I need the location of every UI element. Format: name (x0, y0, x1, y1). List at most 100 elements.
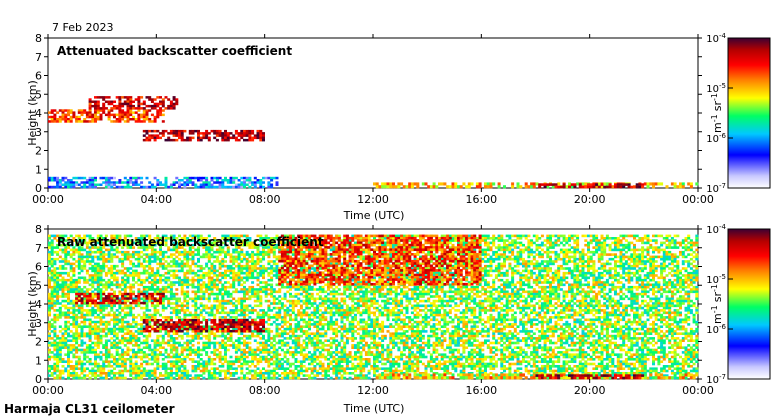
heatmap-cell (140, 243, 144, 247)
heatmap-cell (48, 271, 51, 275)
heatmap-cell (291, 234, 295, 238)
heatmap-cell (107, 185, 111, 189)
heatmap-cell (107, 253, 111, 256)
heatmap-cell (172, 365, 176, 368)
heatmap-cell (218, 369, 222, 373)
heatmap-cell (167, 318, 171, 322)
heatmap-cell (308, 358, 311, 361)
heatmap-cell (169, 107, 173, 110)
heatmap-cell (280, 330, 284, 333)
heatmap-cell (69, 179, 73, 182)
heatmap-cell (237, 243, 241, 247)
heatmap-cell (118, 98, 122, 101)
heatmap-cell (297, 365, 301, 368)
heatmap-cell (264, 372, 268, 375)
heatmap-cell (207, 285, 211, 289)
heatmap-cell (251, 257, 255, 261)
heatmap-cell (237, 302, 241, 305)
heatmap-cell (118, 313, 122, 317)
heatmap-cell (229, 260, 233, 263)
heatmap-cell (221, 332, 225, 335)
heatmap-cell (80, 306, 84, 310)
heatmap-cell (48, 367, 51, 370)
heatmap-cell (121, 372, 125, 375)
heatmap-cell (232, 346, 236, 349)
heatmap-cell (202, 243, 206, 247)
heatmap-cell (213, 316, 217, 319)
heatmap-cell (134, 367, 138, 370)
heatmap-cell (297, 327, 301, 331)
heatmap-cell (245, 243, 249, 247)
heatmap-cell (240, 288, 244, 291)
heatmap-cell (248, 288, 252, 291)
heatmap-cell (191, 376, 195, 380)
heatmap-cell (113, 318, 116, 322)
heatmap-cell (243, 334, 246, 338)
heatmap-cell (226, 299, 230, 303)
heatmap-cell (61, 239, 65, 242)
heatmap-cell (115, 351, 119, 354)
heatmap-cell (183, 181, 187, 184)
heatmap-cell (289, 365, 292, 368)
heatmap-cell (140, 283, 144, 287)
heatmap-cell (191, 358, 195, 361)
heatmap-cell (88, 179, 92, 182)
heatmap-cell (148, 353, 152, 356)
heatmap-cell (64, 327, 68, 331)
heatmap-cell (256, 313, 260, 317)
heatmap-cell (115, 313, 119, 317)
heatmap-cell (96, 107, 100, 110)
heatmap-cell (237, 269, 241, 273)
heatmap-cell (267, 318, 271, 322)
heatmap-cell (102, 334, 106, 338)
heatmap-cell (77, 285, 81, 289)
heatmap-cell (305, 248, 309, 252)
heatmap-cell (256, 253, 260, 256)
heatmap-cell (232, 341, 236, 345)
heatmap-cell (183, 299, 187, 303)
heatmap-cell (186, 183, 190, 186)
heatmap-cell (221, 248, 225, 252)
heatmap-cell (291, 241, 295, 245)
heatmap-cell (305, 306, 309, 310)
heatmap-cell (299, 348, 303, 352)
heatmap-cell (161, 253, 165, 256)
heatmap-cell (251, 290, 255, 294)
heatmap-cell (291, 318, 295, 322)
heatmap-cell (80, 176, 84, 180)
heatmap-cell (50, 341, 54, 345)
heatmap-cell (69, 269, 73, 273)
heatmap-cell (245, 367, 249, 370)
heatmap-cell (297, 313, 301, 317)
heatmap-cell (492, 182, 496, 186)
heatmap-cell (188, 234, 192, 238)
heatmap-cell (64, 316, 68, 319)
heatmap-cell (272, 316, 276, 319)
heatmap-cell (248, 360, 252, 363)
heatmap-cell (283, 313, 287, 317)
heatmap-cell (215, 276, 219, 280)
heatmap-cell (237, 241, 241, 245)
heatmap-cell (191, 313, 195, 317)
heatmap-cell (232, 239, 236, 242)
heatmap-cell (75, 346, 79, 349)
heatmap-cell (243, 132, 246, 135)
heatmap-cell (50, 264, 54, 268)
heatmap-cell (313, 360, 317, 363)
heatmap-cell (72, 372, 76, 375)
heatmap-cell (104, 325, 108, 328)
heatmap-cell (77, 297, 81, 301)
heatmap-cell (56, 348, 60, 352)
heatmap-cell (134, 372, 138, 375)
heatmap-cell (50, 278, 54, 282)
heatmap-cell (210, 278, 214, 282)
heatmap-cell (88, 250, 92, 254)
heatmap-cell (186, 376, 190, 380)
heatmap-cell (142, 246, 146, 249)
heatmap-cell (161, 285, 165, 289)
heatmap-cell (58, 255, 62, 259)
heatmap-cell (186, 330, 190, 333)
heatmap-cell (229, 267, 233, 270)
heatmap-cell (99, 376, 103, 380)
heatmap-cell (316, 355, 320, 359)
